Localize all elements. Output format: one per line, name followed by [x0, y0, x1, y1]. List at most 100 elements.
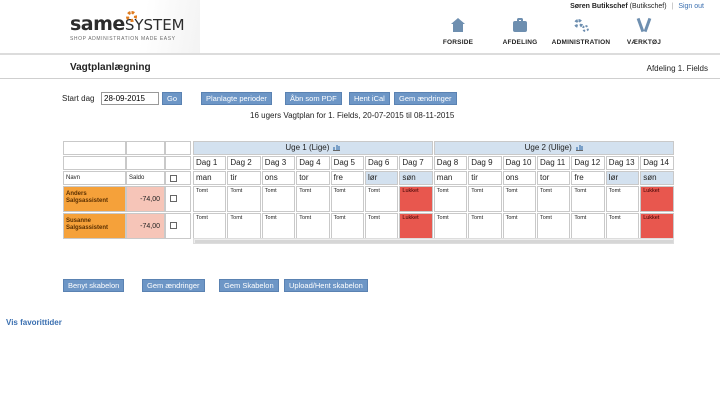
week-header: Uge 2 (Ulige) [433, 141, 674, 155]
scrollbar-thumb[interactable] [195, 240, 673, 243]
user-info: Søren Butikschef (Butikschef) | Sign out [570, 3, 704, 10]
shift-cell[interactable]: Tomt [261, 186, 296, 212]
shift-cell[interactable]: Tomt [537, 186, 571, 212]
shift-cell-closed[interactable]: Lukket [640, 186, 674, 212]
shift-cell[interactable]: Tomt [227, 213, 261, 239]
day-header: Dag 2 [227, 156, 261, 170]
day-name-header: man [193, 171, 227, 185]
day-name-header: lør [365, 171, 399, 185]
day-header: Dag 5 [330, 156, 364, 170]
department-label: Afdeling 1. Fields [646, 64, 708, 73]
shift-cell[interactable]: Tomt [193, 213, 227, 239]
bar-chart-icon[interactable] [333, 144, 341, 151]
horizontal-scrollbar[interactable] [193, 238, 674, 244]
save-changes-button[interactable]: Gem ændringer [394, 92, 457, 105]
shift-cell-closed[interactable]: Lukket [640, 213, 674, 239]
select-all-checkbox[interactable] [170, 175, 177, 182]
shift-cell[interactable]: Tomt [330, 213, 364, 239]
shift-cell-closed[interactable]: Lukket [399, 213, 433, 239]
shift-cell[interactable]: Tomt [296, 186, 330, 212]
logo-wordmark: sameSYSTEM [70, 14, 188, 35]
upload-template-button[interactable]: Upload/Hent skabelon [284, 279, 368, 292]
planned-periods-button[interactable]: Planlagte perioder [201, 92, 272, 105]
day-name-header: tor [296, 171, 330, 185]
gears-icon [573, 18, 589, 32]
day-header: Dag 6 [365, 156, 399, 170]
logo-ribbon [0, 0, 200, 55]
day-name-header: lør [605, 171, 640, 185]
shift-cell[interactable]: Tomt [605, 186, 640, 212]
use-template-button[interactable]: Benyt skabelon [63, 279, 125, 292]
nav-label-forside: FORSIDE [442, 39, 474, 46]
shift-cell[interactable]: Tomt [605, 213, 640, 239]
week-header: Uge 1 (Lige) [193, 141, 433, 155]
save-template-button[interactable]: Gem Skabelon [219, 279, 279, 292]
save-changes-bottom-button[interactable]: Gem ændringer [142, 279, 205, 292]
shift-cell[interactable]: Tomt [365, 186, 399, 212]
nav-item-administration[interactable]: ADMINISTRATION [551, 18, 611, 46]
nav-label-vaerktoj: VÆRKTØJ [626, 39, 662, 46]
gear-logo-icon [126, 11, 137, 22]
nav-item-afdeling[interactable]: AFDELING [490, 18, 550, 46]
tools-icon [636, 17, 652, 33]
employee-role: Salgsassistent [66, 225, 109, 231]
day-name-header: ons [261, 171, 296, 185]
grid-header-blank [165, 141, 191, 155]
shift-cell[interactable]: Tomt [571, 186, 605, 212]
shift-cell[interactable]: Tomt [330, 186, 364, 212]
shift-cell[interactable]: Tomt [227, 186, 261, 212]
shift-cell[interactable]: Tomt [468, 213, 502, 239]
week-header-label: Uge 2 (Ulige) [524, 143, 572, 152]
employee-role: Salgsassistent [66, 198, 109, 204]
week-header-label: Uge 1 (Lige) [285, 143, 330, 152]
saldo-column-header: Saldo [126, 171, 165, 185]
employee-saldo: -74,00 [126, 213, 165, 239]
shift-cell[interactable]: Tomt [502, 213, 536, 239]
day-name-header: søn [640, 171, 674, 185]
employee-name: Anders [66, 191, 87, 197]
day-header: Dag 12 [571, 156, 605, 170]
grid-header-blank [63, 141, 126, 155]
name-column-header: Navn [63, 171, 126, 185]
day-header: Dag 13 [605, 156, 640, 170]
shift-cell-closed[interactable]: Lukket [399, 186, 433, 212]
day-header: Dag 9 [468, 156, 502, 170]
logo-word-a: same [70, 13, 125, 35]
get-ical-button[interactable]: Hent iCal [349, 92, 390, 105]
bar-chart-icon[interactable] [575, 144, 583, 151]
employee-checkbox[interactable] [170, 222, 177, 229]
shift-cell[interactable]: Tomt [502, 186, 536, 212]
shift-cell[interactable]: Tomt [296, 213, 330, 239]
go-button[interactable]: Go [162, 92, 183, 105]
nav-item-forside[interactable]: FORSIDE [428, 18, 488, 46]
grid-header-blank [126, 141, 165, 155]
page-title: Vagtplanlægning [70, 62, 151, 73]
employee-checkbox[interactable] [170, 195, 177, 202]
user-role: (Butikschef) [629, 3, 667, 10]
sign-out-link[interactable]: Sign out [678, 3, 704, 10]
shift-cell[interactable]: Tomt [261, 213, 296, 239]
day-header: Dag 11 [537, 156, 571, 170]
nav-item-vaerktoj[interactable]: VÆRKTØJ [614, 17, 674, 46]
shift-cell[interactable]: Tomt [433, 213, 468, 239]
shift-cell[interactable]: Tomt [468, 186, 502, 212]
open-pdf-button[interactable]: Åbn som PDF [285, 92, 342, 105]
nav-label-afdeling: AFDELING [502, 39, 538, 46]
day-header: Dag 14 [640, 156, 674, 170]
day-header: Dag 8 [433, 156, 468, 170]
employee-name-cell[interactable]: Susanne Salgsassistent [63, 213, 126, 239]
shift-cell[interactable]: Tomt [537, 213, 571, 239]
employee-name-cell[interactable]: Anders Salgsassistent [63, 186, 126, 212]
start-day-input[interactable] [101, 92, 159, 105]
shift-cell[interactable]: Tomt [193, 186, 227, 212]
header: sameSYSTEM SHOP ADMINISTRATION MADE EASY… [0, 0, 720, 55]
shift-cell[interactable]: Tomt [365, 213, 399, 239]
samesystem-logo[interactable]: sameSYSTEM SHOP ADMINISTRATION MADE EASY [70, 11, 188, 48]
briefcase-icon [512, 18, 528, 32]
shift-cell[interactable]: Tomt [571, 213, 605, 239]
day-name-header: man [433, 171, 468, 185]
header-divider [0, 53, 720, 55]
employee-select-cell [165, 213, 191, 239]
show-favorite-times-link[interactable]: Vis favorittider [6, 318, 62, 327]
shift-cell[interactable]: Tomt [433, 186, 468, 212]
